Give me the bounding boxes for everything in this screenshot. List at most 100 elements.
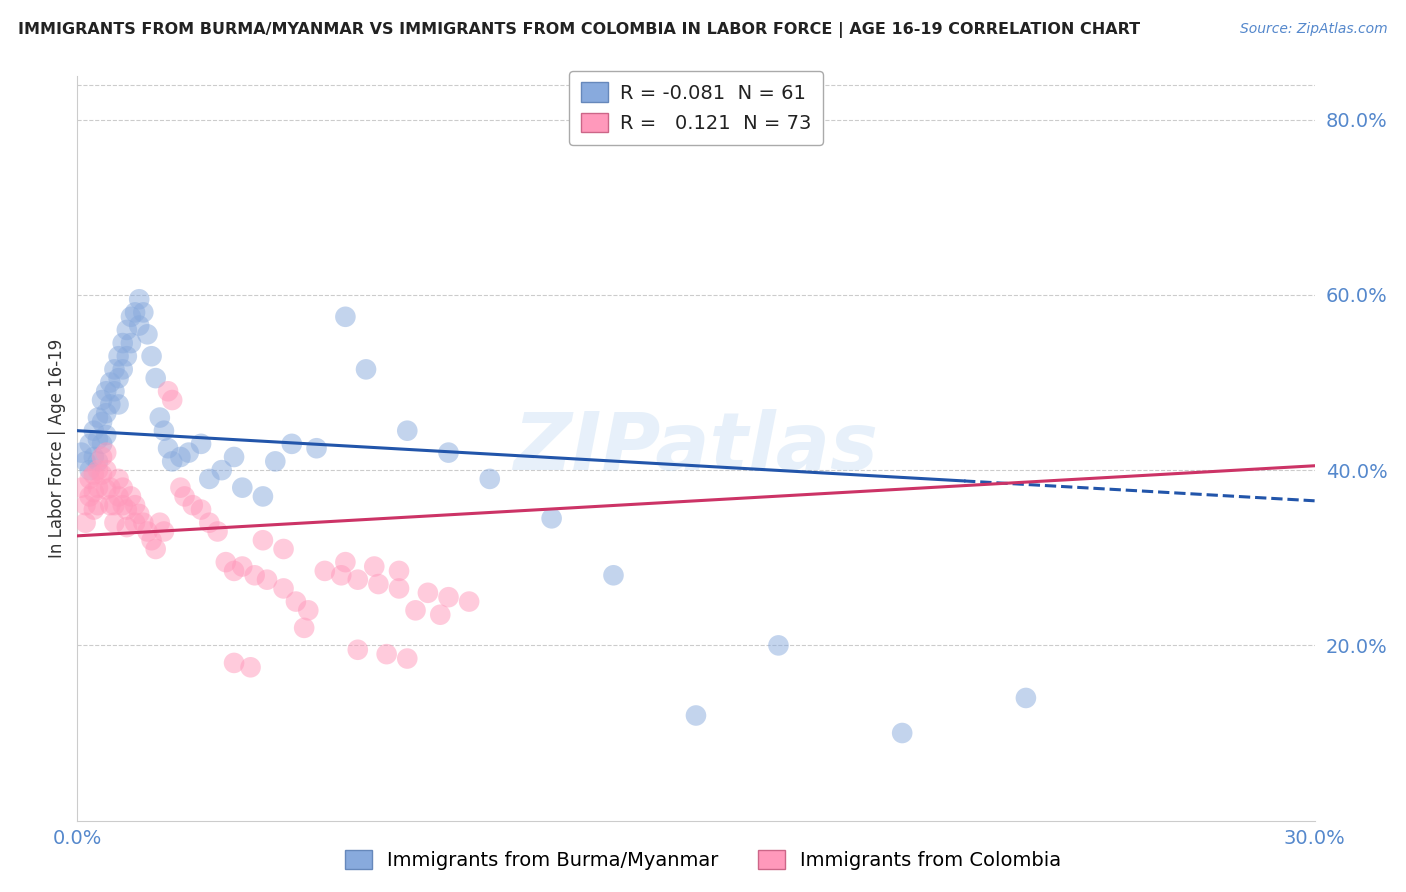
- Point: [363, 559, 385, 574]
- Point: [405, 603, 427, 617]
- Point: [281, 437, 304, 451]
- Legend: Immigrants from Burma/Myanmar, Immigrants from Colombia: Immigrants from Burma/Myanmar, Immigrant…: [337, 842, 1069, 878]
- Point: [354, 362, 377, 376]
- Point: [375, 647, 398, 661]
- Point: [75, 498, 97, 512]
- Point: [297, 603, 319, 617]
- Point: [330, 568, 353, 582]
- Point: [169, 450, 191, 464]
- Point: [891, 726, 914, 740]
- Point: [91, 415, 114, 429]
- Point: [83, 450, 105, 464]
- Text: IMMIGRANTS FROM BURMA/MYANMAR VS IMMIGRANTS FROM COLOMBIA IN LABOR FORCE | AGE 1: IMMIGRANTS FROM BURMA/MYANMAR VS IMMIGRA…: [18, 22, 1140, 38]
- Point: [107, 349, 129, 363]
- Point: [83, 424, 105, 438]
- Point: [153, 424, 176, 438]
- Legend: R = -0.081  N = 61, R =   0.121  N = 73: R = -0.081 N = 61, R = 0.121 N = 73: [569, 70, 823, 145]
- Point: [243, 568, 266, 582]
- Point: [111, 498, 134, 512]
- Point: [87, 454, 110, 468]
- Point: [346, 573, 368, 587]
- Point: [96, 483, 118, 497]
- Point: [87, 498, 110, 512]
- Point: [120, 310, 142, 324]
- Point: [128, 293, 150, 307]
- Point: [91, 450, 114, 464]
- Point: [335, 555, 357, 569]
- Point: [273, 582, 295, 596]
- Point: [540, 511, 562, 525]
- Point: [231, 559, 253, 574]
- Point: [136, 327, 159, 342]
- Point: [252, 490, 274, 504]
- Point: [346, 642, 368, 657]
- Point: [70, 481, 93, 495]
- Point: [367, 577, 389, 591]
- Point: [136, 524, 159, 539]
- Text: Source: ZipAtlas.com: Source: ZipAtlas.com: [1240, 22, 1388, 37]
- Point: [437, 591, 460, 605]
- Point: [83, 485, 105, 500]
- Point: [79, 472, 101, 486]
- Point: [157, 442, 180, 455]
- Point: [87, 463, 110, 477]
- Point: [173, 490, 195, 504]
- Point: [198, 472, 221, 486]
- Y-axis label: In Labor Force | Age 16-19: In Labor Force | Age 16-19: [48, 339, 66, 558]
- Point: [388, 564, 411, 578]
- Point: [1015, 690, 1038, 705]
- Point: [75, 454, 97, 468]
- Point: [96, 463, 118, 477]
- Point: [107, 490, 129, 504]
- Point: [198, 516, 221, 530]
- Point: [107, 472, 129, 486]
- Point: [96, 445, 118, 459]
- Point: [141, 349, 163, 363]
- Point: [160, 454, 183, 468]
- Point: [478, 472, 501, 486]
- Point: [120, 336, 142, 351]
- Point: [190, 437, 212, 451]
- Point: [396, 424, 419, 438]
- Point: [103, 498, 125, 512]
- Point: [111, 481, 134, 495]
- Point: [115, 502, 138, 516]
- Point: [124, 516, 146, 530]
- Point: [153, 524, 176, 539]
- Point: [107, 397, 129, 411]
- Point: [132, 305, 155, 319]
- Point: [128, 507, 150, 521]
- Point: [70, 445, 93, 459]
- Point: [87, 410, 110, 425]
- Point: [145, 371, 167, 385]
- Point: [79, 490, 101, 504]
- Point: [181, 498, 204, 512]
- Point: [292, 621, 315, 635]
- Point: [215, 555, 238, 569]
- Point: [273, 541, 295, 556]
- Point: [83, 467, 105, 482]
- Point: [96, 406, 118, 420]
- Point: [83, 502, 105, 516]
- Point: [437, 445, 460, 459]
- Point: [222, 656, 245, 670]
- Point: [107, 371, 129, 385]
- Point: [103, 384, 125, 399]
- Point: [458, 594, 481, 608]
- Point: [87, 433, 110, 447]
- Point: [87, 481, 110, 495]
- Text: ZIPatlas: ZIPatlas: [513, 409, 879, 487]
- Point: [149, 516, 172, 530]
- Point: [96, 384, 118, 399]
- Point: [111, 362, 134, 376]
- Point: [284, 594, 307, 608]
- Point: [157, 384, 180, 399]
- Point: [685, 708, 707, 723]
- Point: [256, 573, 278, 587]
- Point: [115, 323, 138, 337]
- Point: [160, 392, 183, 407]
- Point: [120, 490, 142, 504]
- Point: [429, 607, 451, 622]
- Point: [145, 541, 167, 556]
- Point: [124, 305, 146, 319]
